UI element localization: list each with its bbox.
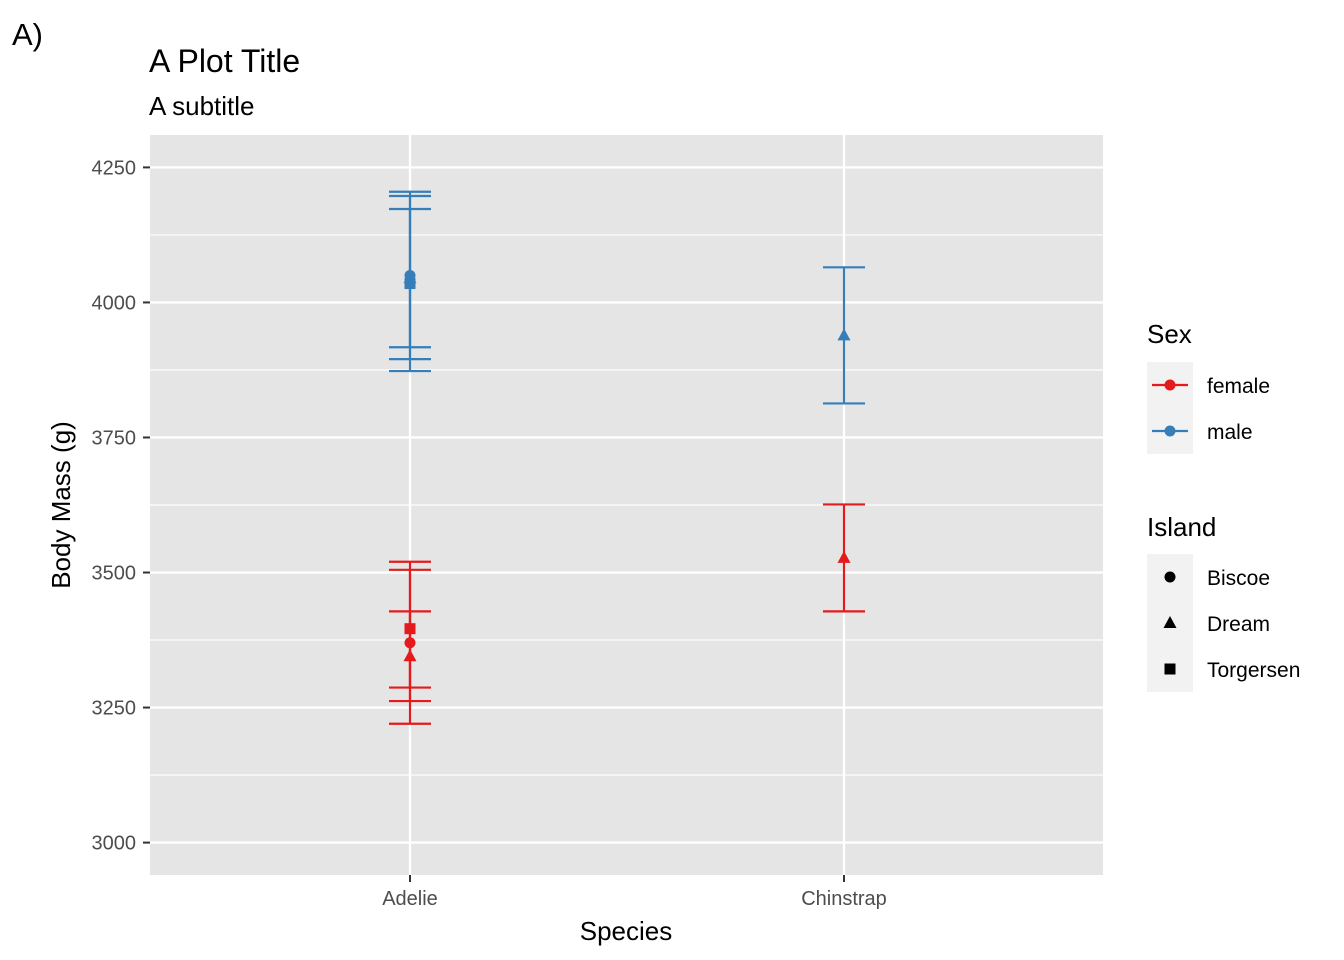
- y-axis: 3000 3250 3500 3750 4000 4250: [92, 157, 150, 855]
- x-axis-title: Species: [580, 916, 673, 946]
- legend-key-shape: [1164, 663, 1176, 675]
- legend-key-background: [1147, 362, 1193, 454]
- legend-title-island: Island: [1147, 512, 1216, 542]
- figure-tag: A): [12, 17, 43, 52]
- x-tick-label: Chinstrap: [801, 888, 887, 910]
- x-tick-label: Adelie: [382, 888, 438, 910]
- y-tick-label: 3750: [92, 427, 137, 449]
- data-point: [837, 328, 851, 341]
- data-marks: [389, 190, 865, 725]
- legend-label-torgersen: Torgersen: [1207, 659, 1300, 682]
- data-point: [404, 623, 416, 635]
- data-point: [404, 278, 416, 290]
- legend-label-dream: Dream: [1207, 613, 1270, 636]
- legend-label-biscoe: Biscoe: [1207, 567, 1270, 590]
- data-point: [404, 637, 416, 649]
- y-tick-label: 3250: [92, 698, 137, 720]
- grid-lines: [150, 135, 1103, 875]
- legend-label-female: female: [1207, 375, 1270, 398]
- chart-title: A Plot Title: [149, 43, 300, 79]
- data-point: [403, 649, 417, 662]
- legend-key-shape: [1164, 571, 1176, 583]
- chart-subtitle: A subtitle: [149, 91, 255, 121]
- legend: Sex female male Island Biscoe Dream Torgersen: [1147, 319, 1300, 692]
- y-axis-title: Body Mass (g): [46, 421, 76, 589]
- legend-key-point: [1164, 379, 1176, 391]
- legend-title-sex: Sex: [1147, 319, 1192, 349]
- legend-key-shape: [1163, 616, 1177, 628]
- y-tick-label: 4250: [92, 157, 137, 179]
- legend-label-male: male: [1207, 421, 1253, 444]
- y-tick-label: 3500: [92, 563, 137, 585]
- x-axis: Adelie Chinstrap: [382, 875, 887, 910]
- data-point: [837, 550, 851, 563]
- y-tick-label: 3000: [92, 833, 137, 855]
- y-tick-label: 4000: [92, 292, 137, 314]
- legend-key-point: [1164, 425, 1176, 437]
